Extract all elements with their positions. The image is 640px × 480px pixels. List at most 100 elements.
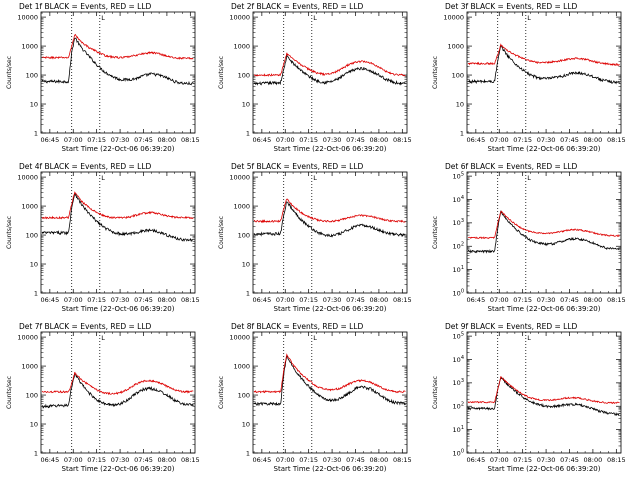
chart-title: Det 6f BLACK = Events, RED = LLD (445, 162, 578, 171)
y-tick-label: 101 (453, 425, 464, 434)
y-tick-label: 10000 (17, 173, 38, 181)
x-axis-label: Start Time (22-Oct-06 06:39:20) (62, 305, 175, 313)
y-tick-label: 1000 (21, 362, 38, 370)
x-axis-label: Start Time (22-Oct-06 06:39:20) (62, 465, 175, 473)
y-axis-label: Counts/sec (432, 216, 439, 249)
chart-panel-3: Det 3f BLACK = Events, RED = LLD 1 10 100 10… (432, 2, 626, 153)
series-lld-red (41, 191, 194, 220)
series-lld-red (41, 371, 194, 396)
y-tick-label: 105 (453, 171, 464, 180)
x-tick-label: 06:45 (466, 136, 485, 144)
series-lld-red (467, 43, 620, 67)
x-tick-label: 08:15 (607, 456, 626, 464)
x-tick-label: 08:15 (393, 296, 412, 304)
x-axis-label: Start Time (22-Oct-06 06:39:20) (488, 145, 601, 153)
x-tick-label: 07:30 (111, 136, 130, 144)
y-tick-label: 100 (26, 231, 38, 239)
x-tick-label: 07:30 (323, 296, 342, 304)
x-tick-label: 07:15 (299, 296, 318, 304)
chart-panel-2: Det 2f BLACK = Events, RED = LLD 1 10 100 10… (218, 2, 412, 153)
chart-panel-6: Det 6f BLACK = Events, RED = LLD 100 101 10… (432, 162, 626, 313)
series-events-black (41, 193, 194, 243)
y-tick-label: 1000 (21, 42, 38, 50)
x-tick-label: 07:00 (276, 456, 295, 464)
x-tick-label: 07:00 (64, 296, 83, 304)
x-axis-label: Start Time (22-Oct-06 06:39:20) (62, 145, 175, 153)
x-tick-label: 08:15 (607, 136, 626, 144)
y-axis-label: Counts/sec (6, 376, 13, 409)
y-tick-label: 1000 (233, 362, 250, 370)
y-tick-label: 100 (453, 448, 464, 457)
y-tick-label: 10 (30, 260, 38, 268)
x-tick-label: 06:45 (40, 136, 59, 144)
x-tick-label: 07:45 (346, 456, 365, 464)
x-tick-label: 08:00 (370, 296, 389, 304)
chart-title: Det 3f BLACK = Events, RED = LLD (445, 2, 578, 11)
y-tick-label: 1 (246, 129, 250, 137)
x-tick-label: 07:15 (87, 456, 106, 464)
series-lld-red (41, 33, 194, 60)
x-tick-label: 07:00 (64, 136, 83, 144)
x-axis-label: Start Time (22-Oct-06 06:39:20) (274, 305, 387, 313)
x-tick-label: 08:15 (181, 136, 200, 144)
x-tick-label: 07:45 (134, 456, 153, 464)
x-tick-label: 07:30 (537, 296, 556, 304)
y-tick-label: 1 (34, 449, 38, 457)
y-axis-label: Counts/sec (432, 376, 439, 409)
plot-frame (40, 331, 196, 454)
x-tick-label: 07:45 (560, 456, 579, 464)
x-tick-label: 08:00 (584, 136, 603, 144)
y-tick-label: 1000 (21, 202, 38, 210)
x-tick-label: 07:15 (87, 136, 106, 144)
x-tick-label: 07:30 (537, 456, 556, 464)
x-tick-label: 08:00 (158, 136, 177, 144)
y-tick-label: 1000 (447, 42, 464, 50)
y-axis-label: Counts/sec (432, 56, 439, 89)
y-tick-label: 10000 (229, 173, 250, 181)
plot-frame (252, 171, 408, 294)
y-tick-label: 1 (246, 449, 250, 457)
time-marker-label: L (101, 334, 105, 342)
time-marker-label: L (527, 14, 531, 22)
y-tick-label: 1000 (233, 42, 250, 50)
x-tick-label: 06:45 (40, 296, 59, 304)
y-tick-label: 10000 (229, 13, 250, 21)
x-tick-label: 06:45 (252, 136, 271, 144)
x-tick-label: 08:00 (158, 296, 177, 304)
x-tick-label: 08:15 (393, 136, 412, 144)
series-events-black (253, 355, 406, 407)
x-tick-label: 07:45 (346, 136, 365, 144)
y-tick-label: 100 (26, 391, 38, 399)
y-axis-label: Counts/sec (218, 56, 225, 89)
y-tick-label: 104 (453, 195, 464, 204)
time-marker-label: L (101, 174, 105, 182)
y-tick-label: 100 (238, 71, 250, 79)
time-marker-label: L (313, 334, 317, 342)
x-tick-label: 07:30 (111, 456, 130, 464)
y-tick-label: 105 (453, 331, 464, 340)
y-tick-label: 10000 (17, 13, 38, 21)
series-events-black (467, 45, 620, 85)
series-events-black (467, 376, 620, 417)
y-axis-label: Counts/sec (218, 216, 225, 249)
plot-frame (40, 11, 196, 134)
y-tick-label: 102 (453, 402, 464, 411)
x-tick-label: 08:00 (370, 136, 389, 144)
x-tick-label: 07:30 (323, 456, 342, 464)
x-tick-label: 08:15 (607, 296, 626, 304)
y-axis-label: Counts/sec (218, 376, 225, 409)
chart-title: Det 4f BLACK = Events, RED = LLD (19, 162, 152, 171)
y-tick-label: 1 (34, 129, 38, 137)
chart-panel-1: Det 1f BLACK = Events, RED = LLD 1 10 100 10… (6, 2, 200, 153)
series-events-black (253, 53, 406, 86)
x-tick-label: 07:15 (299, 136, 318, 144)
x-tick-label: 07:15 (87, 296, 106, 304)
x-tick-label: 06:45 (466, 456, 485, 464)
x-tick-label: 07:15 (513, 456, 532, 464)
chart-title: Det 9f BLACK = Events, RED = LLD (445, 322, 578, 331)
y-tick-label: 1 (246, 289, 250, 297)
plot-frame (466, 11, 622, 134)
chart-title: Det 7f BLACK = Events, RED = LLD (19, 322, 152, 331)
series-lld-red (467, 375, 620, 404)
time-marker-label: L (527, 174, 531, 182)
